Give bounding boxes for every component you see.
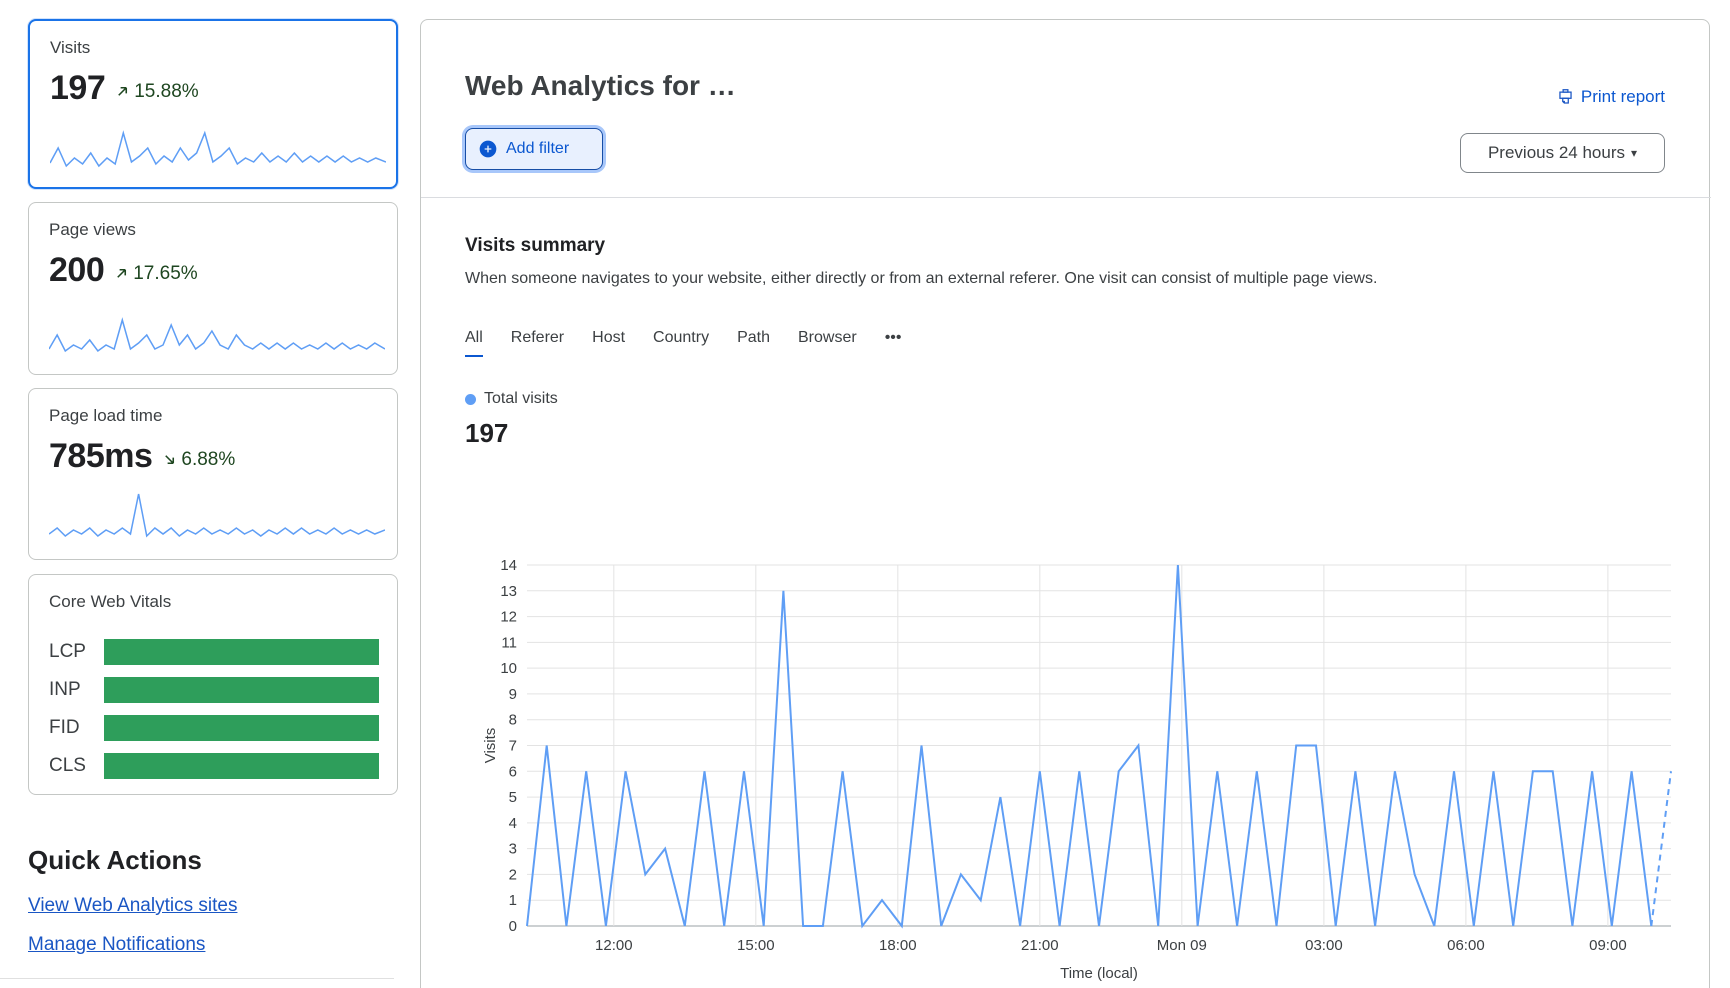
svg-text:4: 4 [509,815,517,832]
svg-text:15:00: 15:00 [737,937,775,954]
svg-text:5: 5 [509,789,517,806]
svg-text:Mon 09: Mon 09 [1157,937,1207,954]
svg-text:3: 3 [509,841,517,858]
svg-text:03:00: 03:00 [1305,937,1343,954]
svg-text:09:00: 09:00 [1589,937,1627,954]
svg-text:9: 9 [509,686,517,703]
svg-text:2: 2 [509,866,517,883]
svg-text:1: 1 [509,892,517,909]
svg-text:12: 12 [500,609,517,626]
svg-text:06:00: 06:00 [1447,937,1485,954]
svg-text:13: 13 [500,583,517,600]
svg-text:12:00: 12:00 [595,937,633,954]
svg-text:6: 6 [509,763,517,780]
svg-text:14: 14 [500,557,517,574]
svg-text:8: 8 [509,712,517,729]
svg-text:Visits: Visits [482,728,499,764]
svg-text:11: 11 [501,634,517,651]
svg-text:21:00: 21:00 [1021,937,1059,954]
svg-text:Time (local): Time (local) [1060,965,1138,982]
svg-text:10: 10 [500,660,517,677]
svg-text:7: 7 [509,738,517,755]
svg-text:18:00: 18:00 [879,937,917,954]
svg-text:0: 0 [509,918,517,935]
